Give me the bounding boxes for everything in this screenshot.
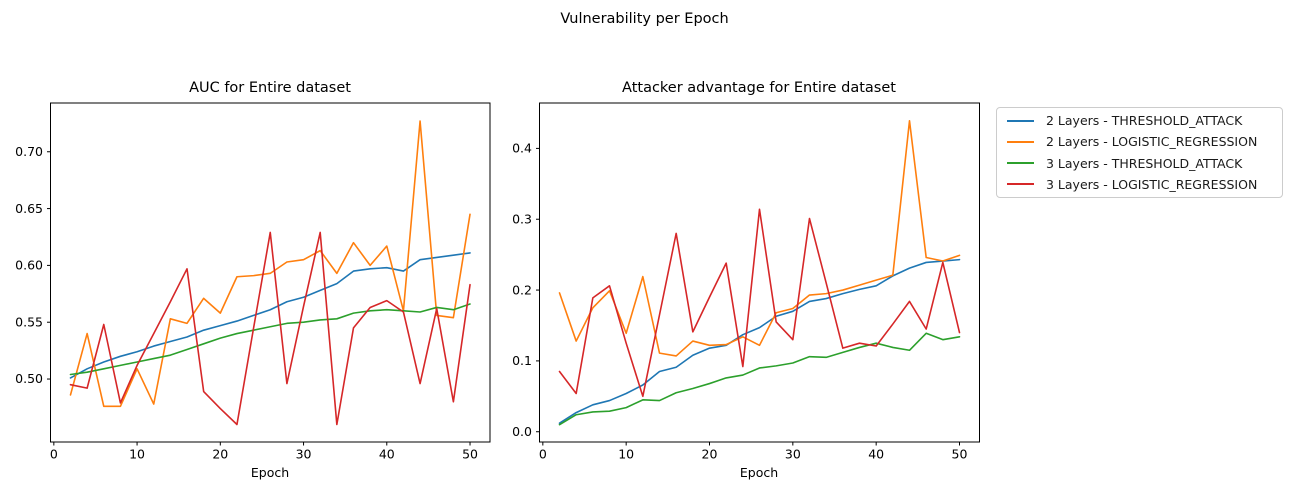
legend-item-label: 3 Layers - LOGISTIC_REGRESSION — [1046, 176, 1258, 192]
legend-item-label: 3 Layers - THRESHOLD_ATTACK — [1046, 155, 1243, 171]
line-2-layers-threshold-attack — [558, 258, 961, 425]
plot-area-border — [539, 102, 980, 443]
x-tick-label: 30 — [296, 447, 312, 462]
left-chart-xlabel: Epoch — [250, 465, 290, 480]
right-chart-title: Attacker advantage for Entire dataset — [622, 80, 896, 96]
y-tick-label: 0.50 — [15, 371, 43, 386]
x-tick-label: 50 — [462, 447, 478, 462]
right-chart-xlabel: Epoch — [739, 465, 779, 480]
line-2-layers-logistic-regression — [558, 119, 961, 357]
legend-line-swatch — [1007, 183, 1034, 186]
legend-line-swatch — [1007, 162, 1034, 165]
y-tick-label: 0.65 — [15, 201, 43, 216]
x-tick-label: 20 — [212, 447, 228, 462]
y-tick-label: 0.70 — [15, 144, 43, 159]
legend-item: 3 Layers - THRESHOLD_ATTACK — [1003, 153, 1276, 174]
legend-item: 3 Layers - LOGISTIC_REGRESSION — [1003, 174, 1276, 195]
y-tick-label: 0.1 — [512, 353, 532, 368]
left-chart-title: AUC for Entire dataset — [189, 80, 351, 96]
subplot-attacker-advantage-for-entire-dataset: 0 10 20 30 40 50 0.0 0.1 0.2 0.3 0.4 — [512, 102, 980, 462]
subplot-auc-for-entire-dataset: 0 10 20 30 40 50 0.50 0.55 0.60 0.65 0.70 — [15, 102, 491, 462]
y-tick-label: 0.0 — [512, 424, 532, 439]
line-3-layers-threshold-attack — [558, 332, 961, 426]
legend-line-swatch — [1007, 119, 1034, 122]
x-tick-label: 40 — [868, 447, 884, 462]
legend-item: 2 Layers - THRESHOLD_ATTACK — [1003, 110, 1276, 131]
x-tick-label: 0 — [539, 447, 547, 462]
legend-line-swatch — [1007, 140, 1034, 143]
legend-item-label: 2 Layers - THRESHOLD_ATTACK — [1046, 113, 1243, 129]
y-tick-label: 0.4 — [512, 141, 532, 156]
figure-suptitle: Vulnerability per Epoch — [560, 11, 729, 27]
x-tick-label: 40 — [379, 447, 395, 462]
plot-area-border — [50, 102, 491, 443]
line-3-layers-logistic-regression — [69, 231, 471, 426]
legend-item: 2 Layers - LOGISTIC_REGRESSION — [1003, 131, 1276, 152]
x-tick-label: 20 — [702, 447, 718, 462]
x-tick-label: 50 — [952, 447, 968, 462]
x-tick-label: 10 — [129, 447, 145, 462]
x-tick-label: 0 — [50, 447, 58, 462]
legend-box: 2 Layers - THRESHOLD_ATTACK 2 Layers - L… — [996, 107, 1283, 198]
y-tick-label: 0.60 — [15, 258, 43, 273]
x-tick-label: 10 — [618, 447, 634, 462]
y-tick-label: 0.55 — [15, 314, 43, 329]
line-3-layers-threshold-attack — [69, 303, 471, 376]
y-tick-label: 0.3 — [512, 211, 532, 226]
legend-item-label: 2 Layers - LOGISTIC_REGRESSION — [1046, 134, 1258, 150]
x-tick-label: 30 — [785, 447, 801, 462]
line-3-layers-logistic-regression — [558, 208, 961, 398]
line-2-layers-threshold-attack — [69, 252, 471, 379]
y-tick-label: 0.2 — [512, 282, 532, 297]
